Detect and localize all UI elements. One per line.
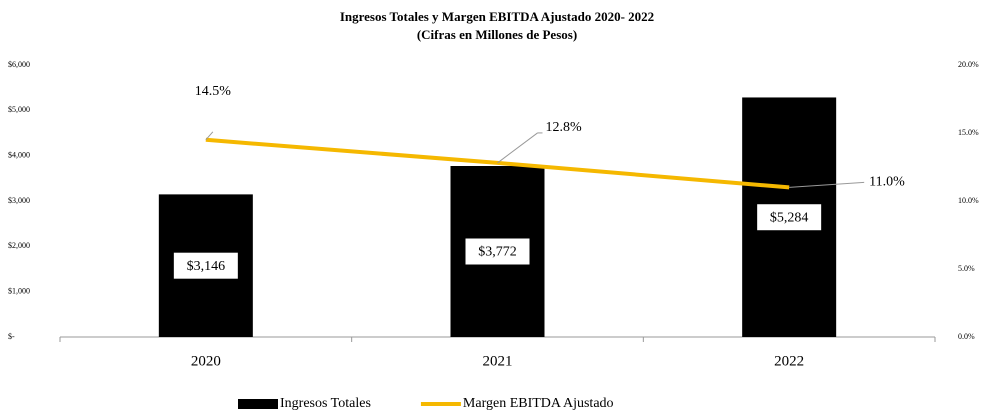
y2-tick-label: 5.0% xyxy=(958,264,975,273)
value-label: 14.5% xyxy=(195,84,232,99)
y2-tick-label: 15.0% xyxy=(958,128,979,137)
y-tick-label: $4,000 xyxy=(8,150,30,159)
y-tick-label: $- xyxy=(8,332,15,341)
y-tick-label: $5,000 xyxy=(8,105,30,114)
value-label-box xyxy=(465,238,530,265)
value-label: $5,284 xyxy=(770,210,809,225)
value-label: $3,772 xyxy=(478,245,517,260)
value-label: 12.8% xyxy=(546,120,583,135)
legend-swatch xyxy=(238,399,278,409)
x-tick-label: 2022 xyxy=(774,353,804,369)
value-label: 11.0% xyxy=(869,175,905,190)
y-tick-label: $6,000 xyxy=(8,60,30,69)
leader-line xyxy=(789,181,865,188)
legend-label: Ingresos Totales xyxy=(280,396,371,411)
value-label-box xyxy=(757,204,822,231)
chart-subtitle: (Cifras en Millones de Pesos) xyxy=(417,27,577,42)
legend-label: Margen EBITDA Ajustado xyxy=(463,396,614,411)
y-tick-label: $1,000 xyxy=(8,286,30,295)
x-tick-label: 2020 xyxy=(191,353,221,369)
y-tick-label: $2,000 xyxy=(8,241,30,250)
y-tick-label: $3,000 xyxy=(8,196,30,205)
chart-title: Ingresos Totales y Margen EBITDA Ajustad… xyxy=(340,9,654,24)
leader-line xyxy=(497,132,538,164)
x-tick-label: 2021 xyxy=(483,353,513,369)
value-label-box xyxy=(173,252,238,279)
y2-tick-label: 0.0% xyxy=(958,332,975,341)
y2-tick-label: 20.0% xyxy=(958,60,979,69)
value-label: $3,146 xyxy=(187,259,226,274)
y2-tick-label: 10.0% xyxy=(958,196,979,205)
leader-line xyxy=(205,131,214,141)
